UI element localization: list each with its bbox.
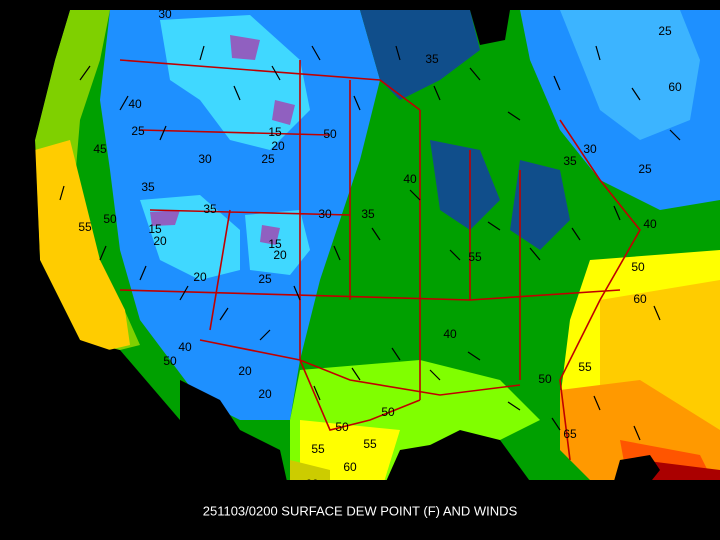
contour-label: 25 (261, 152, 275, 166)
contour-label: 20 (258, 387, 272, 401)
contour-label: 45 (93, 142, 107, 156)
contour-label: 40 (178, 340, 192, 354)
contour-label: 25 (638, 162, 652, 176)
contour-label: 50 (631, 260, 645, 274)
contour-label: 40 (403, 172, 417, 186)
wind-barbs (59, 45, 681, 441)
contour-labels: 30 25 35 60 40 25 50 15 20 45 30 25 35 3… (78, 7, 682, 496)
contour-label: 55 (78, 220, 92, 234)
contour-label: 60 (343, 460, 357, 474)
contour-label: 30 (198, 152, 212, 166)
contour-label: 50 (538, 372, 552, 386)
contour-label: 25 (658, 24, 672, 38)
contour-label: 50 (335, 420, 349, 434)
contour-label: 70 (538, 482, 552, 496)
contour-label: 30 (583, 142, 597, 156)
contour-label: 35 (563, 154, 577, 168)
contour-label: 35 (203, 202, 217, 216)
contour-label: 55 (468, 250, 482, 264)
contour-label: 65 (563, 427, 577, 441)
contour-label: 55 (311, 442, 325, 456)
contour-label: 25 (258, 272, 272, 286)
contour-label: 35 (141, 180, 155, 194)
contour-label: 20 (193, 270, 207, 284)
contour-label: 20 (238, 364, 252, 378)
contour-label: 60 (305, 477, 319, 491)
contour-label: 50 (103, 212, 117, 226)
contour-label: 30 (158, 7, 172, 21)
contour-label: 40 (443, 327, 457, 341)
contour-label: 30 (318, 207, 332, 221)
caption: 251103/0200 SURFACE DEW POINT (F) AND WI… (203, 503, 518, 518)
contour-label: 55 (363, 437, 377, 451)
contour-label: 40 (128, 97, 142, 111)
dew-point-fill (35, 10, 720, 495)
contour-label: 40 (643, 217, 657, 231)
contour-label: 50 (381, 405, 395, 419)
contour-label: 35 (425, 52, 439, 66)
contour-label: 15 (268, 125, 282, 139)
contour-label: 50 (323, 127, 337, 141)
contour-label: 35 (361, 207, 375, 221)
contour-label: 60 (668, 80, 682, 94)
contour-label: 55 (578, 360, 592, 374)
contour-label: 15 (148, 222, 162, 236)
contour-label: 15 (268, 237, 282, 251)
contour-label: 25 (131, 124, 145, 138)
contour-label: 20 (273, 248, 287, 262)
contour-label: 50 (163, 354, 177, 368)
contour-label: 60 (633, 292, 647, 306)
contour-label: 20 (153, 234, 167, 248)
state-borders (119, 59, 641, 461)
contour-label: 20 (271, 139, 285, 153)
